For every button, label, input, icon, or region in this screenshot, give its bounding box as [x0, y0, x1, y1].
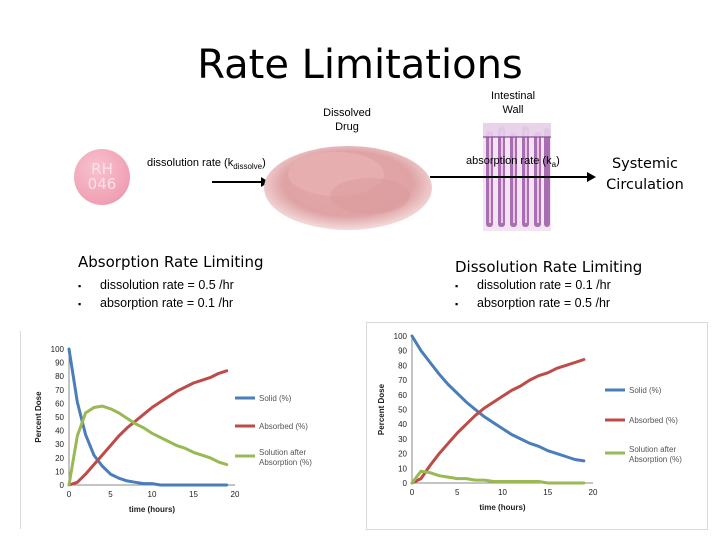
x-tick-label: 10 — [148, 490, 157, 499]
left-panel-heading: Absorption Rate Limiting — [78, 253, 264, 271]
page-title: Rate Limitations — [197, 42, 523, 88]
powder-image — [264, 146, 432, 230]
left-bullet-absorption: absorption rate = 0.1 /hr — [78, 295, 234, 313]
legend-label-solid: Solid (%) — [259, 394, 292, 403]
x-axis-title: time (hours) — [479, 503, 526, 512]
x-tick-label: 15 — [189, 490, 198, 499]
dissolved-drug-label: Dissolved Drug — [323, 107, 371, 133]
y-tick-label: 100 — [51, 345, 65, 354]
y-tick-label: 30 — [55, 440, 64, 449]
series-line-solution — [67, 404, 229, 487]
series-line-absorbed — [410, 358, 586, 485]
left-chart-svg: 0 10 20 30 40 50 60 70 80 90 100 0 5 10 15 20 Percent Do… — [34, 345, 312, 514]
legend-label-solution-cont: Absorption (%) — [629, 455, 682, 464]
y-tick-label: 40 — [398, 420, 407, 429]
right-chart-svg: 0 10 20 30 40 50 60 70 80 90 100 0 5 10 15 20 Percent Do… — [377, 332, 682, 512]
y-tick-label: 70 — [398, 376, 407, 385]
y-tick-label: 60 — [55, 399, 64, 408]
left-bullet-dissolution: dissolution rate = 0.5 /hr — [78, 277, 234, 295]
legend-label-absorbed: Absorbed (%) — [629, 416, 678, 425]
series-line-solid — [67, 347, 229, 487]
y-tick-label: 20 — [398, 450, 407, 459]
intestinal-wall-label: Intestinal Wall — [490, 90, 536, 116]
y-tick-label: 90 — [398, 347, 407, 356]
legend-label-solid: Solid (%) — [629, 386, 662, 395]
y-tick-label: 60 — [398, 391, 407, 400]
pill-image: RH 046 — [74, 149, 130, 205]
series-line-absorbed — [67, 369, 229, 487]
y-tick-label: 90 — [55, 359, 64, 368]
x-axis-title: time (hours) — [129, 505, 176, 514]
right-panel-bullets: dissolution rate = 0.1 /hr absorption ra… — [455, 277, 611, 313]
right-bullet-absorption: absorption rate = 0.5 /hr — [455, 295, 611, 313]
right-chart: 0 10 20 30 40 50 60 70 80 90 100 0 5 10 15 20 Percent Do… — [366, 322, 708, 530]
y-tick-label: 20 — [55, 454, 64, 463]
left-panel-bullets: dissolution rate = 0.5 /hr absorption ra… — [78, 277, 234, 313]
series-line-solid — [410, 334, 586, 463]
y-axis-title: Percent Dose — [377, 383, 386, 435]
pill-imprint: RH 046 — [87, 160, 117, 193]
y-tick-label: 50 — [398, 406, 407, 415]
legend-label-solution: Solution after — [259, 448, 306, 457]
x-tick-label: 0 — [67, 490, 72, 499]
x-tick-label: 10 — [498, 488, 507, 497]
y-tick-label: 50 — [55, 413, 64, 422]
left-chart: 0 10 20 30 40 50 60 70 80 90 100 0 5 10 15 20 Percent Do… — [20, 331, 361, 529]
legend-label-absorbed: Absorbed (%) — [259, 422, 308, 431]
right-bullet-dissolution: dissolution rate = 0.1 /hr — [455, 277, 611, 295]
right-panel-heading: Dissolution Rate Limiting — [455, 258, 643, 276]
y-tick-label: 10 — [398, 464, 407, 473]
absorption-rate-label: absorption rate (ka) — [466, 155, 560, 170]
y-tick-label: 40 — [55, 427, 64, 436]
series-line-solution — [410, 469, 586, 485]
y-tick-label: 80 — [398, 361, 407, 370]
x-tick-label: 15 — [543, 488, 552, 497]
y-tick-label: 100 — [394, 332, 408, 341]
y-tick-label: 10 — [55, 467, 64, 476]
y-axis-title: Percent Dose — [34, 391, 43, 443]
x-tick-label: 0 — [410, 488, 415, 497]
y-tick-label: 80 — [55, 372, 64, 381]
legend-label-solution-cont: Absorption (%) — [259, 458, 312, 467]
legend-label-solution: Solution after — [629, 445, 676, 454]
y-tick-label: 0 — [403, 479, 408, 488]
y-tick-label: 30 — [398, 435, 407, 444]
y-tick-label: 70 — [55, 386, 64, 395]
x-tick-label: 20 — [231, 490, 240, 499]
absorption-arrow — [430, 172, 596, 182]
x-tick-label: 20 — [589, 488, 598, 497]
dissolution-rate-label: dissolution rate (kdissolve) — [147, 157, 266, 172]
x-tick-label: 5 — [108, 490, 113, 499]
systemic-circulation-label: Systemic Circulation — [606, 156, 684, 193]
x-tick-label: 5 — [455, 488, 460, 497]
y-tick-label: 0 — [60, 481, 65, 490]
